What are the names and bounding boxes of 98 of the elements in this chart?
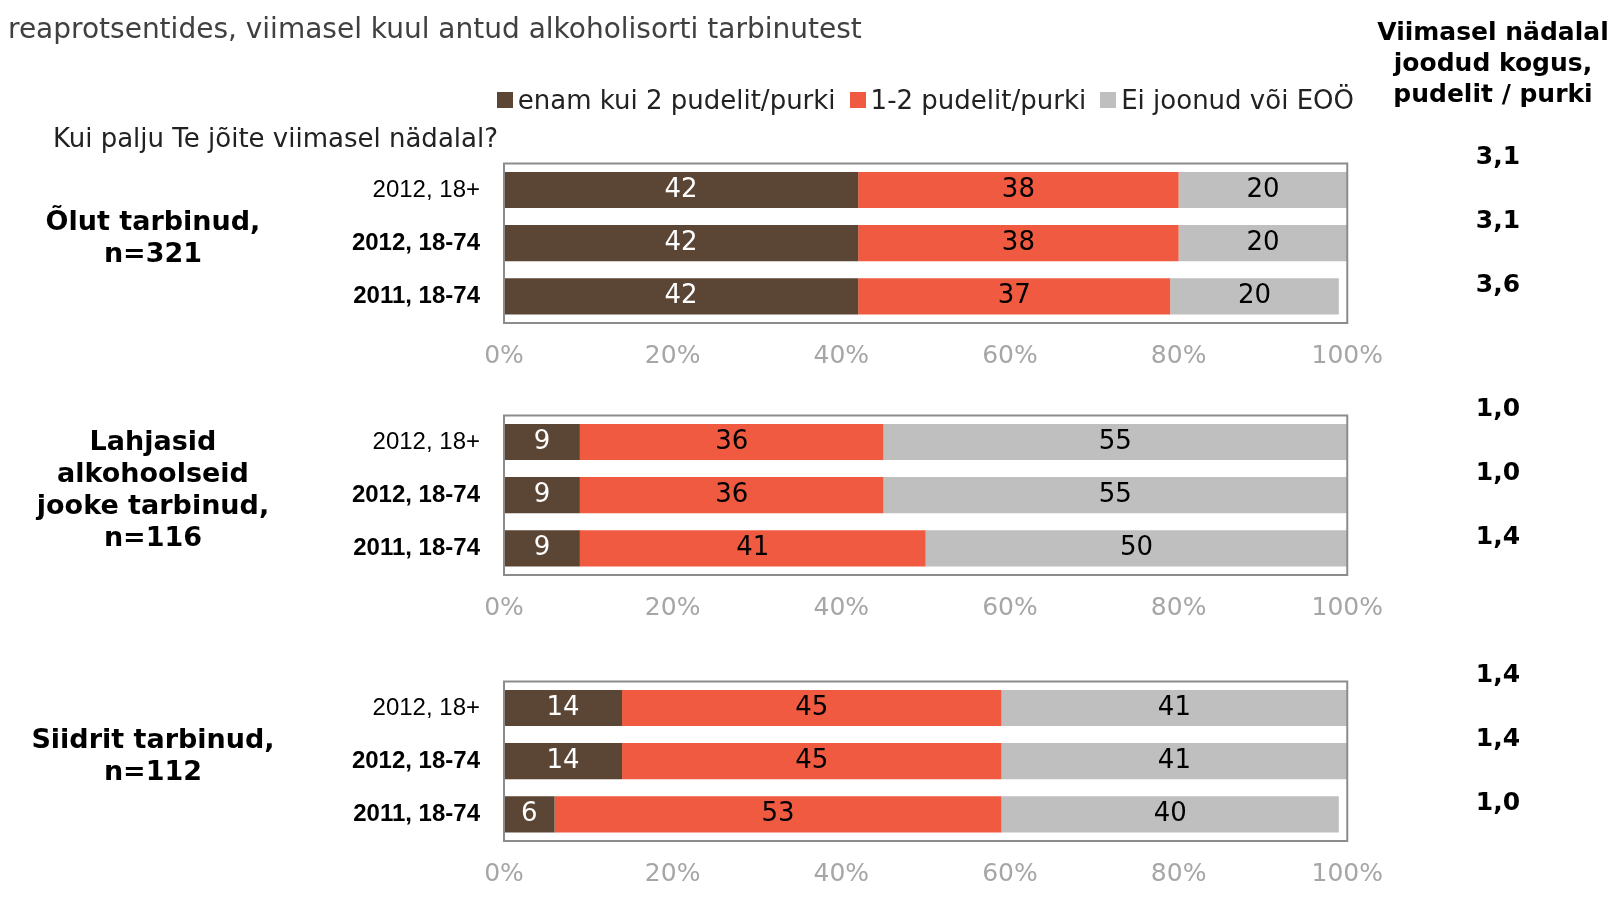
bar	[883, 477, 1348, 514]
data-label: 53	[761, 797, 795, 828]
data-label: 37	[997, 279, 1031, 310]
text: 3,1	[1474, 141, 1522, 170]
bar	[504, 171, 859, 209]
x-tick-label: 20%	[644, 857, 701, 887]
y-tick-label: 2011, 18-74	[353, 281, 481, 309]
text: 1,0	[1474, 787, 1522, 816]
text: 3,6	[1474, 269, 1522, 298]
bar	[579, 530, 926, 567]
y-axis-title: Lahjasid alkohoolseid jooke tarbinud, n=116	[35, 425, 271, 553]
y-tick-label: 2012, 18+	[372, 426, 480, 454]
data-label: 45	[795, 690, 829, 721]
data-label: 41	[1157, 690, 1191, 721]
data-label: 9	[533, 424, 551, 455]
bar	[1170, 278, 1339, 315]
bar	[858, 171, 1179, 209]
y-tick-label: 2012, 18-74	[351, 227, 481, 255]
data-label: 42	[664, 279, 698, 310]
y-axis-title: Siidrit tarbinud, n=112	[30, 723, 276, 787]
bar	[504, 530, 580, 567]
legend-label: 1-2 pudelit/purki	[870, 85, 1087, 115]
data-label: 20	[1237, 279, 1272, 310]
x-tick-label: 60%	[982, 857, 1038, 887]
bar	[1001, 796, 1339, 833]
x-tick-label: 80%	[1150, 339, 1207, 369]
y-tick-label: 2012, 18+	[372, 174, 480, 202]
x-tick-label: 20%	[644, 339, 701, 369]
data-label: 41	[736, 531, 770, 562]
x-tick-label: 100%	[1311, 591, 1384, 621]
text: 1,4	[1474, 521, 1522, 550]
data-label: 36	[715, 424, 749, 455]
bar	[504, 225, 859, 262]
x-tick-label: 40%	[813, 857, 870, 887]
x-tick-label: 0%	[484, 857, 524, 887]
x-tick-label: 0%	[484, 339, 524, 369]
data-label: 38	[1001, 172, 1035, 203]
bar	[858, 225, 1179, 262]
bar	[1178, 225, 1348, 262]
y-tick-label: 2011, 18-74	[353, 533, 481, 561]
bar	[504, 689, 623, 727]
x-tick-label: 100%	[1311, 857, 1384, 887]
bar	[1178, 171, 1348, 209]
x-tick-label: 100%	[1311, 339, 1384, 369]
data-label: 50	[1119, 531, 1153, 562]
bar	[883, 423, 1348, 461]
data-label: 14	[546, 690, 580, 721]
x-tick-label: 40%	[813, 591, 870, 621]
y-axis-title: Õlut tarbinud, n=321	[44, 205, 262, 269]
data-label: 36	[715, 477, 749, 508]
data-label: 45	[795, 743, 829, 774]
bar	[622, 743, 1002, 780]
y-tick-label: 2011, 18-74	[353, 799, 481, 827]
bar	[504, 477, 580, 514]
data-label: 42	[664, 225, 698, 256]
data-label: 20	[1246, 172, 1280, 203]
bar	[504, 423, 580, 461]
y-tick-label: 2012, 18+	[372, 692, 480, 720]
x-tick-label: 80%	[1150, 591, 1207, 621]
bar	[858, 278, 1171, 315]
x-tick-label: 60%	[982, 591, 1038, 621]
x-tick-label: 20%	[644, 591, 701, 621]
data-label: 55	[1098, 424, 1132, 455]
data-label: 38	[1001, 225, 1035, 256]
bar	[579, 423, 884, 461]
text: 3,1	[1474, 205, 1522, 234]
bar	[925, 530, 1348, 567]
bar	[504, 743, 623, 780]
text: Viimasel nädalal joodud kogus, pudelit / purki	[1376, 16, 1609, 109]
legend-label: enam kui 2 pudelit/purki	[517, 85, 836, 115]
x-tick-label: 40%	[813, 339, 870, 369]
data-label: 40	[1153, 797, 1187, 828]
bar	[1001, 689, 1348, 727]
data-label: 9	[533, 477, 551, 508]
chart-subtitle: reaprotsentides, viimasel kuul antud alkoholisorti tarbinutest	[8, 12, 862, 45]
bar	[1001, 743, 1348, 780]
text: Kui palju Te jõite viimasel nädalal?	[51, 123, 498, 153]
data-label: 14	[546, 743, 580, 774]
legend-label: Ei joonud või EOÖ	[1121, 85, 1354, 115]
text: 1,4	[1474, 723, 1522, 752]
y-tick-label: 2012, 18-74	[351, 745, 481, 773]
text: 1,0	[1474, 393, 1522, 422]
data-label: 20	[1246, 225, 1280, 256]
data-label: 41	[1157, 743, 1191, 774]
y-tick-label: 2012, 18-74	[351, 479, 481, 507]
text: 1,4	[1474, 659, 1522, 688]
x-tick-label: 0%	[484, 591, 524, 621]
text: 1,0	[1474, 457, 1522, 486]
bar	[554, 796, 1002, 833]
x-tick-label: 60%	[982, 339, 1038, 369]
data-label: 42	[664, 172, 698, 203]
data-label: 55	[1098, 477, 1132, 508]
data-label: 6	[521, 797, 538, 828]
bar	[622, 689, 1002, 727]
bar	[579, 477, 884, 514]
bar	[504, 278, 859, 315]
x-tick-label: 80%	[1150, 857, 1207, 887]
data-label: 9	[533, 531, 551, 562]
